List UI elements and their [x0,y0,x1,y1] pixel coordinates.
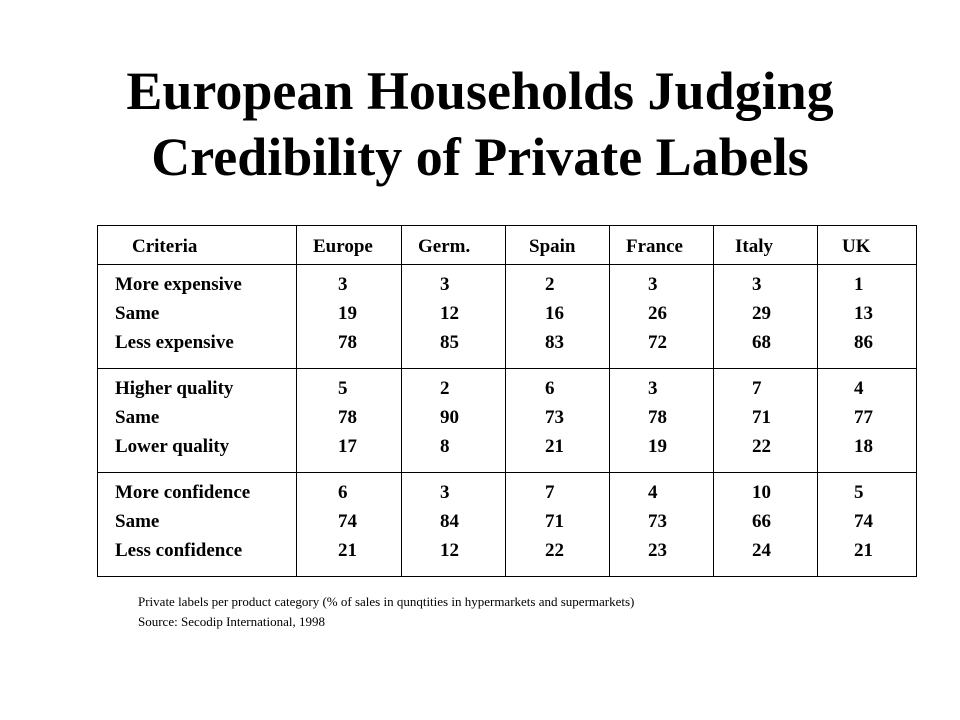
table-cell: 86 [854,332,873,353]
table-cell: 84 [440,511,459,532]
column-header: UK [842,236,871,257]
table-cell: 7 [752,378,762,399]
table-cell: 74 [338,511,357,532]
table-cell: 83 [545,332,564,353]
row-label: More expensive [115,274,242,295]
row-label: Lower quality [115,436,230,457]
table-cell: 6 [545,378,555,399]
table-cell: 78 [648,407,667,428]
table-cell: 78 [338,332,357,353]
column-divider [609,226,610,576]
row-label: Same [115,407,160,428]
table-cell: 5 [338,378,348,399]
table-cell: 21 [854,540,873,561]
table-cell: 3 [752,274,762,295]
title-line-2: Credibility of Private Labels [151,127,809,187]
table-cell: 71 [752,407,771,428]
table-cell: 7 [545,482,555,503]
title-line-1: European Households Judging [126,61,834,121]
table-cell: 4 [854,378,864,399]
table-cell: 19 [648,436,667,457]
table-cell: 19 [338,303,357,324]
slide-title: European Households Judging Credibility … [0,58,960,190]
credibility-table: Criteria Europe Germ. Spain France Italy UK Mor… [97,225,917,577]
table-cell: 12 [440,540,459,561]
column-divider [713,226,714,576]
table-cell: 22 [545,540,564,561]
column-header: Criteria [132,236,198,257]
table-cell: 73 [545,407,564,428]
table-cell: 13 [854,303,873,324]
row-label: Less confidence [115,540,243,561]
row-label: Same [115,303,160,324]
column-header: Spain [529,236,576,257]
column-divider [817,226,818,576]
column-header: Europe [313,236,373,257]
table-cell: 77 [854,407,873,428]
column-header: France [626,236,683,257]
table-cell: 3 [338,274,348,295]
table-cell: 90 [440,407,459,428]
row-label: More confidence [115,482,251,503]
row-label: Higher quality [115,378,234,399]
table-cell: 1 [854,274,864,295]
table-cell: 29 [752,303,771,324]
table-cell: 26 [648,303,667,324]
table-cell: 21 [338,540,357,561]
row-label: Less expensive [115,332,234,353]
table-cell: 12 [440,303,459,324]
table-cell: 3 [648,274,658,295]
table-cell: 5 [854,482,864,503]
table-cell: 21 [545,436,564,457]
column-divider [401,226,402,576]
row-label: Same [115,511,160,532]
table-cell: 8 [440,436,450,457]
table-cell: 10 [752,482,771,503]
column-divider [505,226,506,576]
table-cell: 18 [854,436,873,457]
table-cell: 4 [648,482,658,503]
table-cell: 66 [752,511,771,532]
row-group-divider [98,368,916,369]
table-cell: 2 [440,378,450,399]
table-cell: 68 [752,332,771,353]
table-cell: 2 [545,274,555,295]
table-cell: 85 [440,332,459,353]
table-cell: 16 [545,303,564,324]
source-note: Source: Secodip International, 1998 [138,614,326,629]
row-group-divider [98,264,916,265]
row-group-divider [98,472,916,473]
table-cell: 73 [648,511,667,532]
table-cell: 6 [338,482,348,503]
table-cell: 78 [338,407,357,428]
table-cell: 3 [648,378,658,399]
table-cell: 22 [752,436,771,457]
table-cell: 3 [440,482,450,503]
table-cell: 23 [648,540,667,561]
column-divider [296,226,297,576]
column-header: Germ. [418,236,471,257]
column-header: Italy [735,236,773,257]
table-cell: 24 [752,540,771,561]
table-cell: 71 [545,511,564,532]
table-cell: 3 [440,274,450,295]
table-cell: 17 [338,436,357,457]
table-cell: 72 [648,332,667,353]
table-cell: 74 [854,511,873,532]
footnote: Private labels per product category (% o… [138,594,635,609]
